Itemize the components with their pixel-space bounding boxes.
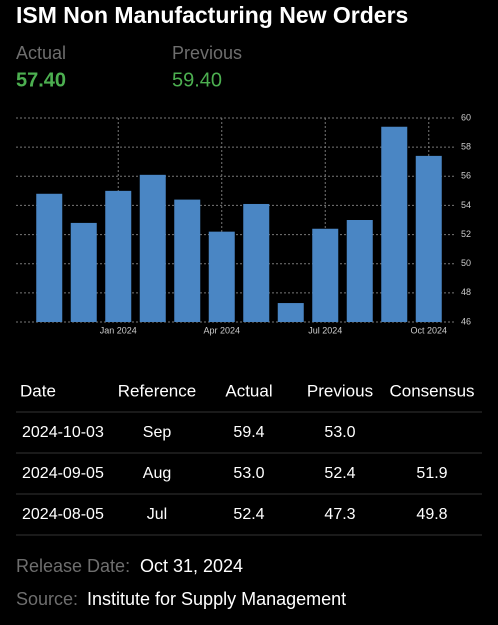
bar [415,155,442,322]
release-label: Release Date: [16,556,130,576]
bar [105,190,132,322]
x-tick-label: Oct 2024 [410,325,447,335]
y-tick-label: 50 [461,258,471,268]
table-cell: 51.9 [416,465,447,482]
bar [312,228,339,322]
bar [36,193,63,322]
source-label: Source: [16,589,78,609]
column-header: Date [20,381,56,400]
table-cell: 49.8 [416,506,447,523]
chart: 46 48 50 52 54 56 58 60 Jan 2024 Apr 2024 Jul 2024… [16,112,471,335]
table-cell: 47.3 [324,506,355,523]
y-tick-label: 56 [461,171,471,181]
table-cell: 59.4 [233,424,264,441]
y-tick-label: 48 [461,287,471,297]
table-cell: Jul [147,506,167,523]
y-tick-label: 46 [461,316,471,326]
actual-label: Actual [16,43,66,63]
bar [243,203,270,322]
x-tick-label: Apr 2024 [203,325,240,335]
column-header: Reference [118,381,196,400]
source: Institute for Supply Management [87,589,346,609]
column-header: Previous [307,381,373,400]
table-cell: 53.0 [233,465,264,482]
table-cell: 2024-09-05 [22,465,104,482]
previous-label: Previous [172,43,242,63]
x-tick-label: Jul 2024 [308,325,342,335]
release-date: Oct 31, 2024 [140,556,243,576]
x-tick-label: Jan 2024 [100,325,137,335]
table-cell: 52.4 [233,506,264,523]
table-cell: Aug [143,465,171,482]
bar [70,222,97,322]
bar [381,126,408,322]
table-cell: 52.4 [324,465,355,482]
table-cell: 2024-08-05 [22,506,104,523]
bar [277,303,304,322]
actual-value: 57.40 [16,69,66,91]
bar [208,231,235,322]
column-header: Consensus [389,381,474,400]
column-header: Actual [225,381,272,400]
table-cell: Sep [143,424,172,441]
y-tick-label: 52 [461,229,471,239]
previous-value: 59.40 [172,69,222,91]
y-tick-label: 54 [461,200,471,210]
table-cell: 53.0 [324,424,355,441]
bar [174,199,201,322]
bar [346,220,373,322]
title: ISM Non Manufacturing New Orders [16,2,408,28]
table-cell: 2024-10-03 [22,424,104,441]
table: Date Reference Actual Previous Consensus 2024… [16,381,482,536]
bar [139,174,166,322]
y-tick-label: 60 [461,112,471,122]
y-tick-label: 58 [461,142,471,152]
